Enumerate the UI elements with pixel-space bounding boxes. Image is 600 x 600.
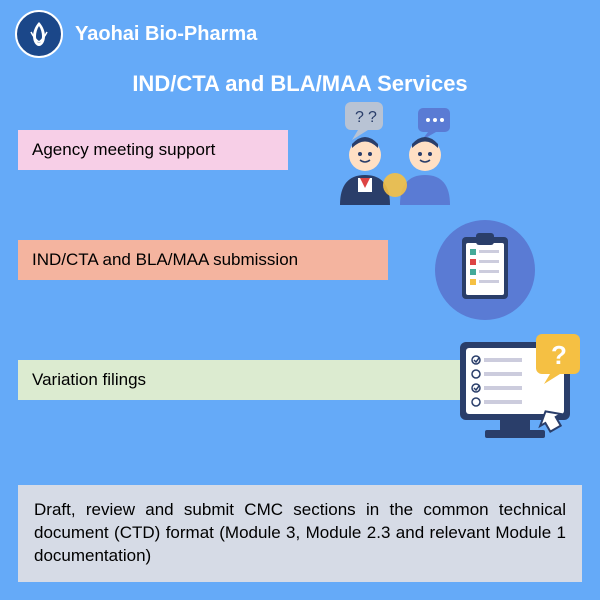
service-label: IND/CTA and BLA/MAA submission <box>32 250 298 269</box>
service-box-submission: IND/CTA and BLA/MAA submission <box>18 240 388 280</box>
description-box: Draft, review and submit CMC sections in… <box>18 485 582 582</box>
company-name: Yaohai Bio-Pharma <box>75 23 257 46</box>
meeting-people-icon: ? ? <box>320 100 470 215</box>
service-box-variation: Variation filings <box>18 360 478 400</box>
page-title: IND/CTA and BLA/MAA Services <box>0 71 600 97</box>
header: Yaohai Bio-Pharma <box>0 0 600 63</box>
computer-form-icon: ? <box>450 330 590 455</box>
service-box-agency-meeting: Agency meeting support <box>18 130 288 170</box>
description-text: Draft, review and submit CMC sections in… <box>34 500 566 565</box>
company-logo <box>15 10 63 58</box>
service-label: Variation filings <box>32 370 146 389</box>
clipboard-checklist-icon <box>430 215 540 330</box>
service-label: Agency meeting support <box>32 140 215 159</box>
svg-text:?: ? <box>551 340 567 370</box>
infographic-container: Yaohai Bio-Pharma IND/CTA and BLA/MAA Se… <box>0 0 600 600</box>
logo-icon <box>23 18 55 50</box>
svg-text:?: ? <box>368 109 377 126</box>
svg-text:?: ? <box>355 109 364 126</box>
